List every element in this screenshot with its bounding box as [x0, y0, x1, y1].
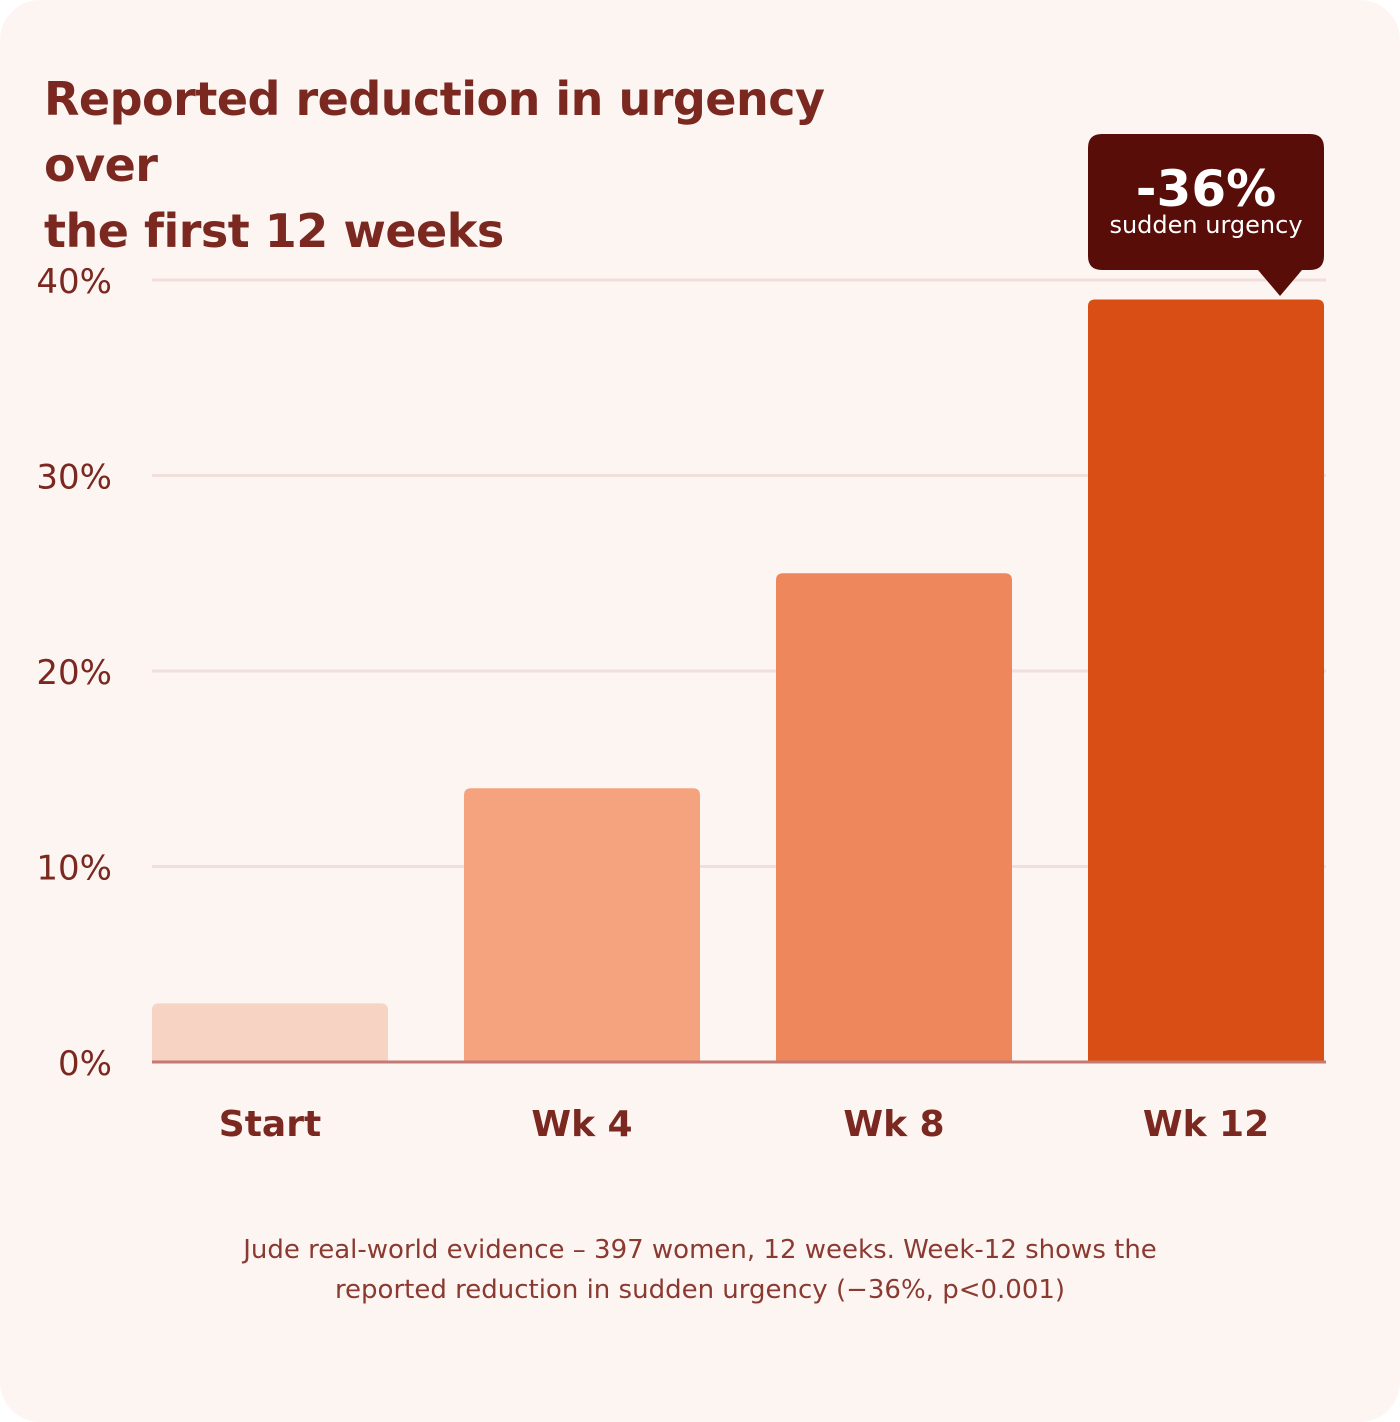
chart-title-line-1: Reported reduction in urgency over — [44, 72, 825, 192]
callout-badge: -36%sudden urgency — [1088, 134, 1324, 296]
y-tick-label-10: 10% — [36, 849, 112, 889]
x-category-label-wk-12: Wk 12 — [1143, 1104, 1269, 1145]
bar-wk-4 — [464, 788, 700, 1062]
bar-wk-8 — [776, 573, 1012, 1062]
bar-wk-12 — [1088, 299, 1324, 1062]
callout-value: -36% — [1136, 160, 1276, 218]
callout-bubble — [1088, 134, 1324, 296]
y-tick-label-20: 20% — [36, 653, 112, 693]
chart-footnote: Jude real-world evidence – 397 women, 12… — [150, 1230, 1250, 1310]
bar-start — [152, 1003, 388, 1062]
footnote-line-2: reported reduction in sudden urgency (−3… — [334, 1275, 1066, 1305]
x-category-label-wk-8: Wk 8 — [843, 1104, 944, 1145]
chart-title: Reported reduction in urgency over the f… — [44, 66, 944, 264]
y-tick-label-40: 40% — [36, 262, 112, 302]
callout-label: sudden urgency — [1109, 211, 1302, 239]
y-tick-label-30: 30% — [36, 458, 112, 498]
chart-title-line-2: the first 12 weeks — [44, 204, 504, 258]
y-tick-label-0: 0% — [58, 1044, 112, 1084]
x-category-label-start: Start — [219, 1104, 321, 1145]
x-category-label-wk-4: Wk 4 — [531, 1104, 632, 1145]
footnote-line-1: Jude real-world evidence – 397 women, 12… — [243, 1235, 1157, 1265]
